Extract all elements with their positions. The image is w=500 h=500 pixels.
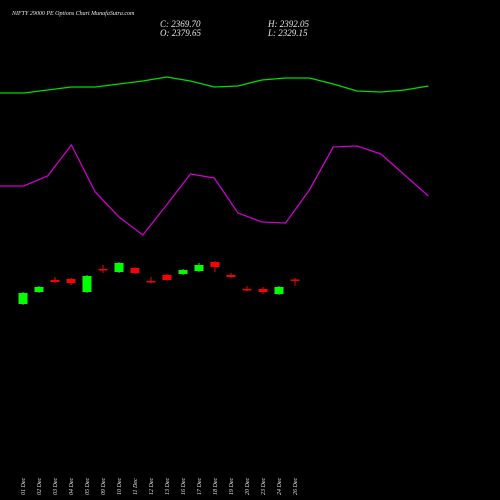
x-tick-label: 03 Dec bbox=[53, 478, 59, 495]
candle-body bbox=[34, 287, 44, 292]
candle-body bbox=[290, 279, 300, 281]
candle-body bbox=[194, 265, 204, 271]
x-tick-label: 18 Dec bbox=[213, 478, 219, 495]
candle-body bbox=[82, 276, 92, 292]
candle-body bbox=[18, 293, 28, 304]
x-tick-label: 04 Dec bbox=[68, 478, 75, 495]
candle-body bbox=[242, 289, 252, 291]
low-label: L: 2329.15 bbox=[267, 28, 308, 38]
close-label: C: 2369.70 bbox=[160, 19, 201, 29]
open-label: O: 2379.65 bbox=[160, 28, 201, 38]
x-tick-label: 23 Dec bbox=[261, 478, 267, 495]
candle-body bbox=[114, 263, 124, 272]
candle-body bbox=[274, 287, 284, 294]
candle-body bbox=[50, 280, 60, 282]
x-tick-label: 11 Dec bbox=[133, 478, 139, 495]
x-tick-label: 19 Dec bbox=[229, 478, 235, 495]
candle-body bbox=[226, 275, 236, 277]
x-tick-label: 26 Dec bbox=[293, 478, 299, 495]
candle-body bbox=[162, 275, 172, 280]
candle-body bbox=[98, 269, 108, 271]
x-tick-label: 09 Dec bbox=[101, 478, 107, 495]
chart-title: NIFTY 29000 PE Options Chart MunafaSutra… bbox=[11, 10, 135, 17]
x-tick-label: 05 Dec bbox=[85, 478, 91, 495]
candle-body bbox=[66, 279, 76, 283]
candle-body bbox=[210, 262, 220, 267]
candle-body bbox=[178, 270, 188, 274]
candle-body bbox=[258, 289, 268, 292]
candle-body bbox=[130, 268, 140, 273]
x-tick-label: 13 Dec bbox=[165, 478, 171, 495]
candle-body bbox=[146, 281, 156, 283]
x-tick-label: 10 Dec bbox=[117, 478, 123, 495]
x-tick-label: 02 Dec bbox=[37, 478, 43, 495]
high-label: H: 2392.05 bbox=[267, 19, 309, 29]
x-tick-label: 20 Dec bbox=[245, 478, 251, 495]
x-tick-label: 12 Dec bbox=[149, 478, 155, 495]
x-tick-label: 01 Dec bbox=[21, 478, 27, 495]
x-tick-label: 17 Dec bbox=[197, 478, 203, 495]
x-tick-label: 16 Dec bbox=[181, 478, 187, 495]
x-tick-label: 24 Dec bbox=[276, 478, 283, 495]
indicator-line bbox=[0, 76, 429, 94]
indicator-line bbox=[0, 143, 429, 236]
